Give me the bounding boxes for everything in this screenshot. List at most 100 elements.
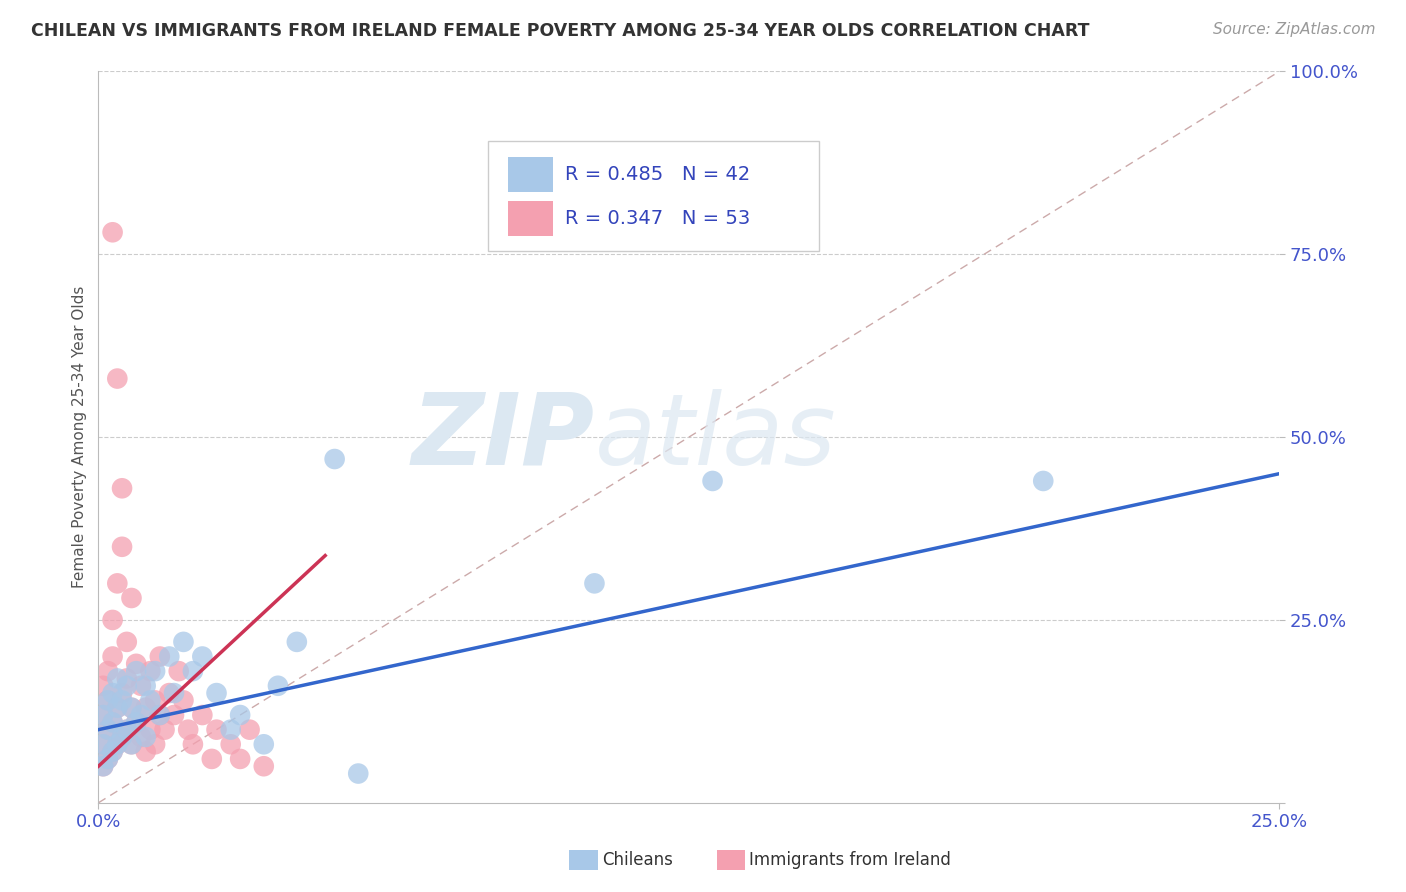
Point xyxy=(139,664,162,678)
Point xyxy=(139,693,162,707)
Point xyxy=(181,664,204,678)
Point xyxy=(149,708,172,723)
Point xyxy=(219,737,242,751)
Point xyxy=(191,649,214,664)
Point xyxy=(135,745,157,759)
Point xyxy=(91,737,114,751)
Point xyxy=(105,737,128,751)
Point xyxy=(121,737,143,751)
Point xyxy=(115,679,138,693)
Point xyxy=(111,693,134,707)
Point xyxy=(323,452,346,467)
Point xyxy=(229,752,252,766)
Point xyxy=(149,649,172,664)
Point xyxy=(143,693,166,707)
Point xyxy=(91,679,114,693)
Point xyxy=(111,730,134,744)
Point xyxy=(177,723,200,737)
Point xyxy=(702,474,724,488)
Point xyxy=(101,715,124,730)
Point xyxy=(121,700,143,714)
Point xyxy=(101,686,124,700)
Point xyxy=(125,715,148,730)
Point xyxy=(97,752,120,766)
Point xyxy=(97,723,120,737)
Point xyxy=(139,723,162,737)
Point xyxy=(91,708,114,723)
Point xyxy=(157,649,180,664)
Point xyxy=(101,715,124,730)
Text: R = 0.485   N = 42: R = 0.485 N = 42 xyxy=(565,165,751,184)
Point xyxy=(121,591,143,605)
Point xyxy=(101,745,124,759)
Point xyxy=(105,371,128,385)
Point xyxy=(583,576,606,591)
Point xyxy=(347,766,370,780)
Point xyxy=(129,679,152,693)
Text: Source: ZipAtlas.com: Source: ZipAtlas.com xyxy=(1212,22,1375,37)
Text: Immigrants from Ireland: Immigrants from Ireland xyxy=(749,851,952,869)
Point xyxy=(97,693,120,707)
Point xyxy=(205,686,228,700)
Point xyxy=(253,759,276,773)
Bar xyxy=(508,201,553,235)
Point xyxy=(105,700,128,714)
Point xyxy=(115,635,138,649)
Point xyxy=(121,700,143,714)
Point xyxy=(205,723,228,737)
Point xyxy=(101,649,124,664)
Point xyxy=(285,635,308,649)
Point xyxy=(253,737,276,751)
Point xyxy=(143,737,166,751)
Point xyxy=(111,481,134,495)
Point xyxy=(229,708,252,723)
Point xyxy=(91,708,114,723)
Point xyxy=(105,700,128,714)
Point xyxy=(157,686,180,700)
Point xyxy=(101,225,124,239)
Point xyxy=(115,723,138,737)
Point xyxy=(97,693,120,707)
Point xyxy=(181,737,204,751)
Point xyxy=(97,664,120,678)
Point xyxy=(105,576,128,591)
Point xyxy=(101,745,124,759)
Point xyxy=(163,686,186,700)
Point xyxy=(105,672,128,686)
Point xyxy=(172,693,194,707)
Point xyxy=(91,759,114,773)
Point xyxy=(125,715,148,730)
Point xyxy=(153,723,176,737)
Point xyxy=(163,708,186,723)
Point xyxy=(111,730,134,744)
Point xyxy=(125,657,148,671)
Point xyxy=(191,708,214,723)
Point xyxy=(201,752,224,766)
Text: R = 0.347   N = 53: R = 0.347 N = 53 xyxy=(565,209,751,227)
Point xyxy=(219,723,242,737)
Point xyxy=(167,664,190,678)
Point xyxy=(129,730,152,744)
Point xyxy=(125,664,148,678)
Point xyxy=(149,708,172,723)
Point xyxy=(105,737,128,751)
Point xyxy=(1032,474,1054,488)
Point xyxy=(135,679,157,693)
Point xyxy=(111,540,134,554)
Point xyxy=(239,723,262,737)
Point xyxy=(97,752,120,766)
Point xyxy=(97,723,120,737)
Point xyxy=(135,730,157,744)
Point xyxy=(115,723,138,737)
Point xyxy=(91,759,114,773)
Point xyxy=(91,737,114,751)
Point xyxy=(129,708,152,723)
Point xyxy=(143,664,166,678)
Point xyxy=(121,737,143,751)
Text: CHILEAN VS IMMIGRANTS FROM IRELAND FEMALE POVERTY AMONG 25-34 YEAR OLDS CORRELAT: CHILEAN VS IMMIGRANTS FROM IRELAND FEMAL… xyxy=(31,22,1090,40)
Point xyxy=(135,700,157,714)
Text: atlas: atlas xyxy=(595,389,837,485)
Point xyxy=(172,635,194,649)
Text: Chileans: Chileans xyxy=(602,851,672,869)
Point xyxy=(101,613,124,627)
